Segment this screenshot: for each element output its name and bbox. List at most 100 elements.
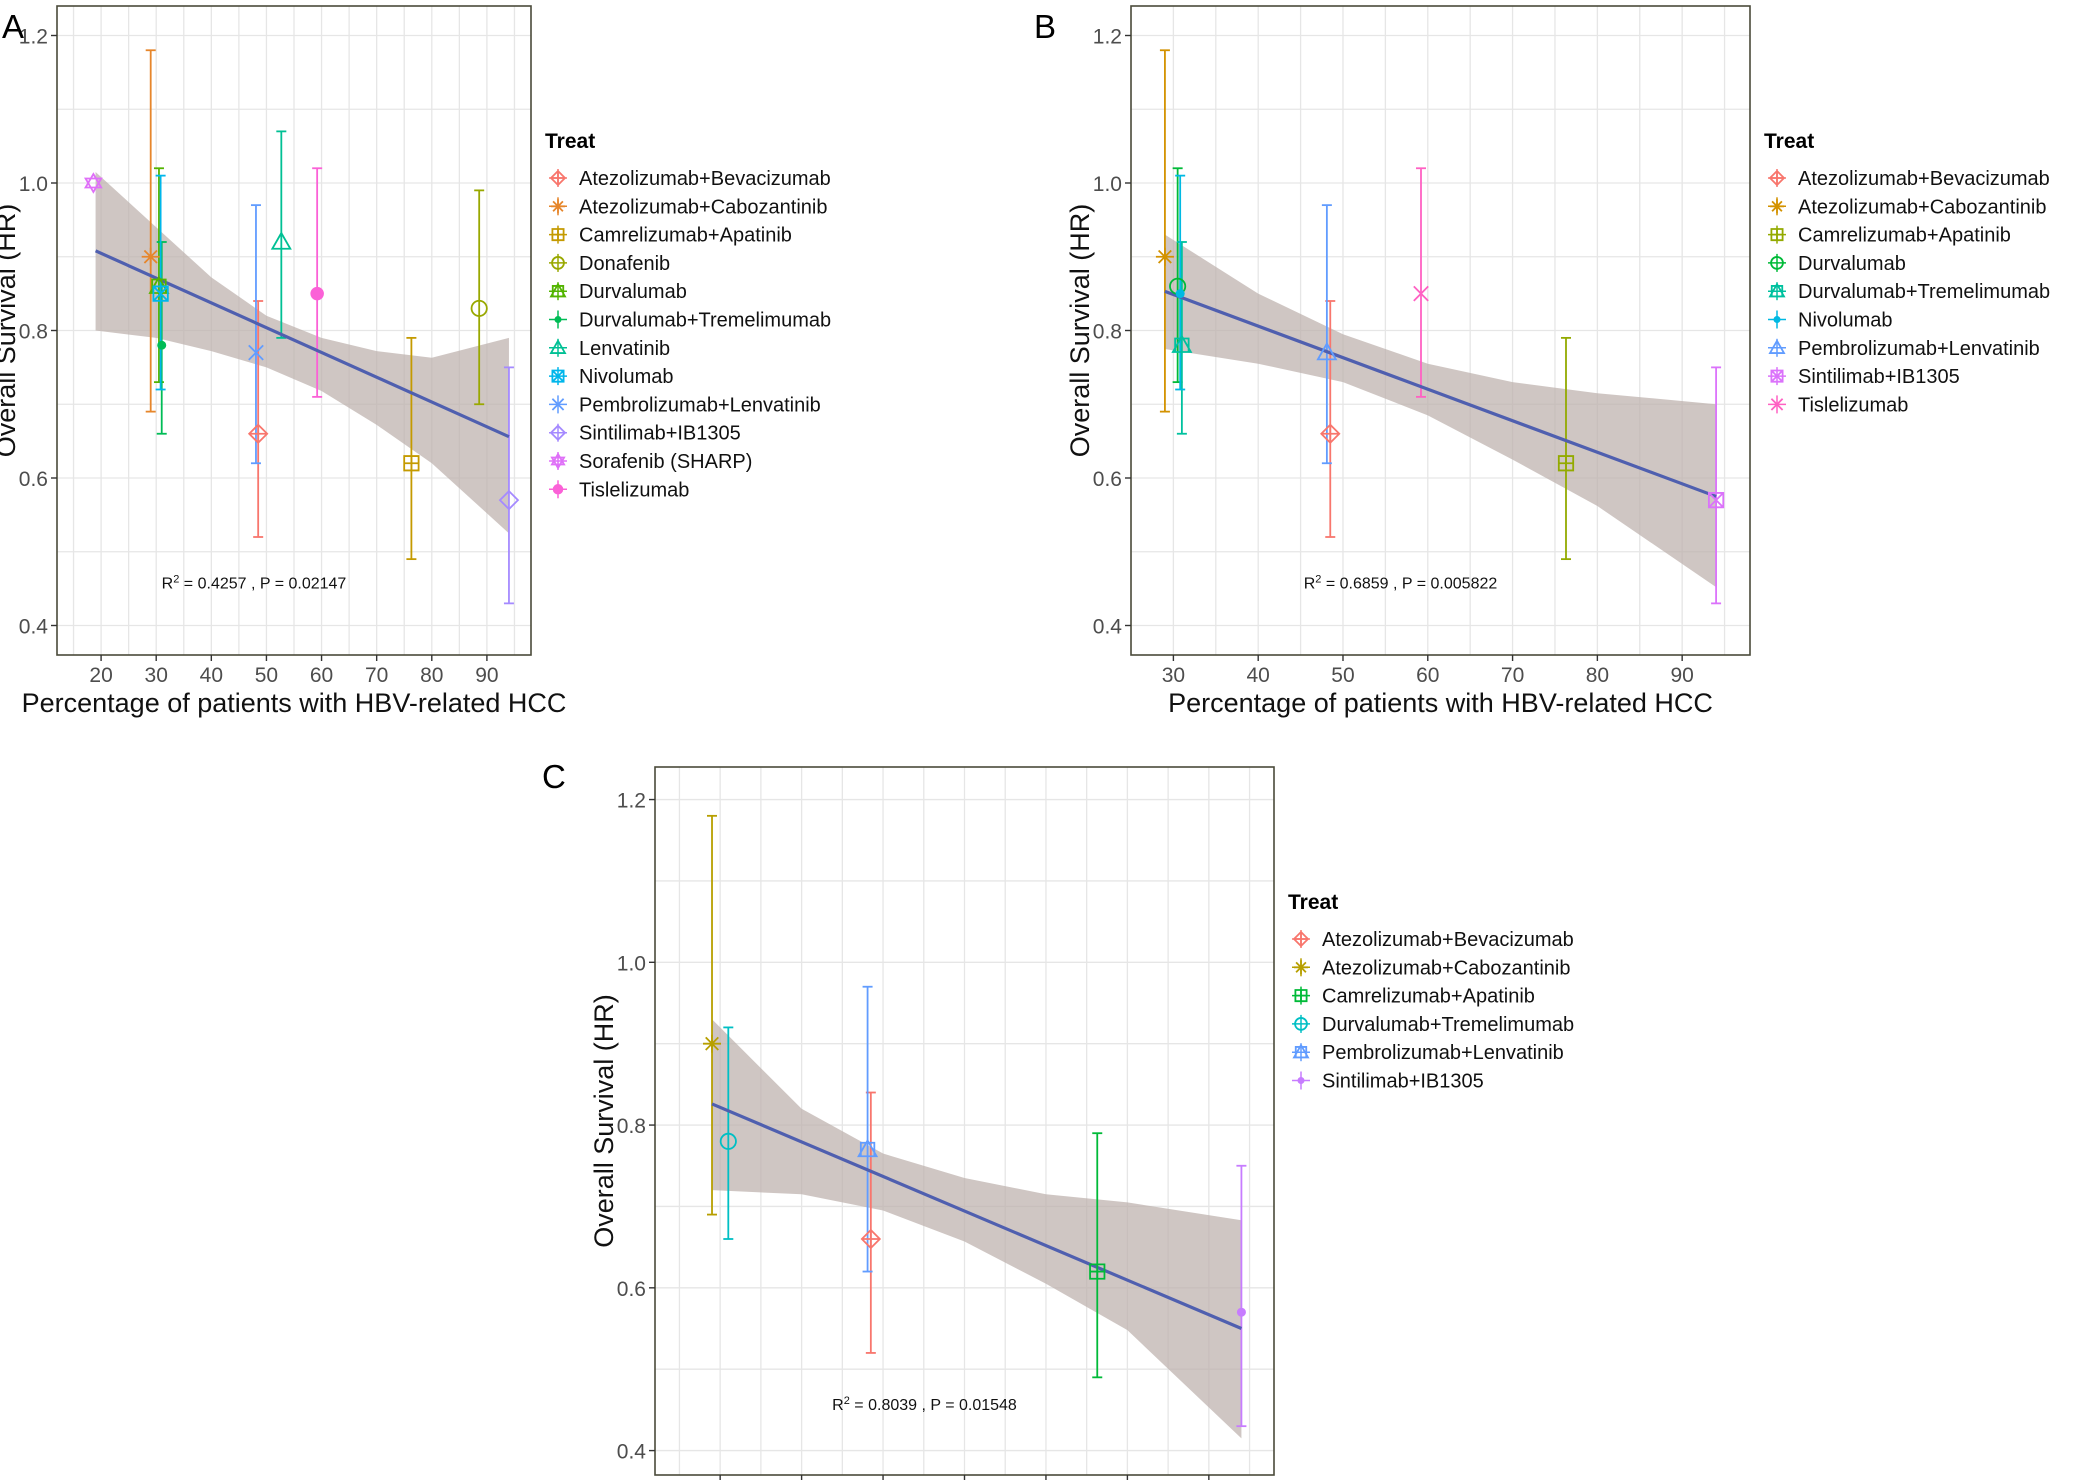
legend-item: Camrelizumab+Apatinib [1292, 986, 1535, 1008]
legend-item: Atezolizumab+Bevacizumab [1768, 168, 2050, 190]
chart-panel-a: 20 30 40 50 60 70 80 90 0.4 0.6 0.8 1.0 1.2 Percentag… [0, 5, 831, 718]
x-tick-label: 30 [145, 664, 168, 687]
data-point [498, 489, 520, 511]
data-point [470, 299, 488, 317]
marker-square-x [551, 369, 565, 383]
error-bar [503, 366, 514, 605]
data-point [141, 247, 160, 266]
marker-diamond-plus [1768, 169, 1786, 187]
legend-label: Durvalumab+Tremelimumab [579, 310, 831, 332]
marker-diamond-plus [1292, 930, 1310, 948]
y-tick-label: 0.6 [617, 1278, 646, 1301]
marker-dot-large [310, 286, 324, 301]
marker-x [248, 344, 264, 361]
x-tick-label: 50 [1331, 664, 1354, 687]
legend-item: Sintilimab+IB1305 [549, 423, 741, 445]
x-tick-label: 30 [1162, 664, 1185, 687]
y-tick-label: 0.4 [1093, 616, 1123, 639]
data-point [247, 423, 269, 445]
legend-label: Lenvatinib [579, 338, 670, 360]
legend-label: Pembrolizumab+Lenvatinib [579, 394, 821, 416]
legend-label: Sintilimab+IB1305 [1798, 366, 1960, 388]
x-tick-label: 80 [420, 664, 443, 687]
x-tick-label: 70 [1501, 664, 1524, 687]
confidence-band [95, 171, 509, 534]
x-tick-label: 50 [255, 664, 278, 687]
data-point [157, 340, 167, 350]
regression-line [711, 1102, 1243, 1330]
marker-square-plus [551, 228, 565, 242]
error-bar [862, 985, 873, 1273]
data-point [1557, 455, 1575, 472]
data-point [248, 344, 264, 361]
legend-label: Nivolumab [1798, 310, 1892, 332]
legend-item: Donafenib [549, 253, 670, 275]
marker-dot [1236, 1307, 1246, 1317]
legend-item: Sorafenib (SHARP) [549, 451, 752, 473]
marker-square-x [1707, 492, 1725, 509]
legend-label: Nivolumab [579, 366, 673, 388]
legend-label: Atezolizumab+Bevacizumab [1798, 168, 2050, 190]
data-point [1316, 341, 1338, 361]
error-bar [1236, 1164, 1247, 1428]
data-point [857, 1138, 879, 1158]
data-point [860, 1228, 882, 1250]
marker-diamond-open [549, 424, 567, 441]
confidence-band [1164, 234, 1717, 588]
legend-title: Treat [1764, 130, 1814, 153]
x-tick-label: 40 [1247, 664, 1270, 687]
error-bar [1175, 174, 1186, 391]
data-point [270, 231, 292, 250]
legend-item: Atezolizumab+Cabozantinib [1292, 957, 1571, 979]
error-bar [406, 336, 417, 561]
marker-dot-large [552, 484, 564, 495]
marker-triangle-square [857, 1138, 879, 1158]
legend-item: Sintilimab+IB1305 [1292, 1071, 1484, 1093]
marker-diamond-plus [549, 169, 567, 187]
legend-item: Pembrolizumab+Lenvatinib [549, 394, 821, 416]
legend-label: Atezolizumab+Bevacizumab [1322, 929, 1574, 951]
legend-label: Donafenib [579, 253, 670, 275]
legend-item: Nivolumab [549, 366, 673, 388]
x-tick-label: 70 [365, 664, 388, 687]
confidence-band [712, 1019, 1242, 1439]
legend-label: Atezolizumab+Cabozantinib [1798, 196, 2047, 218]
marker-dot [157, 340, 167, 350]
legend-label: Atezolizumab+Bevacizumab [579, 168, 831, 190]
marker-asterisk [1294, 960, 1308, 975]
x-tick-label: 60 [310, 664, 333, 687]
legend-item: Durvalumab [1768, 253, 1906, 275]
legend-item: Durvalumab+Tremelimumab [1768, 281, 2050, 303]
y-tick-label: 1.2 [1093, 26, 1122, 49]
legend-item: Tislelizumab [1768, 394, 1908, 416]
error-bar [312, 167, 323, 398]
y-tick-label: 1.2 [19, 26, 48, 49]
marker-x [1413, 285, 1429, 302]
r2-annotation: R2 = 0.4257 , P = 0.02147 [162, 574, 347, 593]
data-point [719, 1132, 737, 1150]
marker-triangle-square [1292, 1043, 1310, 1059]
marker-diamond-plus [860, 1228, 882, 1250]
data-point [83, 172, 103, 194]
marker-star-of-david [550, 452, 566, 470]
y-axis-title: Overall Survival (HR) [1065, 204, 1095, 458]
legend: Treat Atezolizumab+Bevacizumab Atezolizuma… [545, 130, 831, 501]
legend-label: Atezolizumab+Cabozantinib [1322, 957, 1571, 979]
marker-dot [1297, 1077, 1305, 1084]
marker-dot [1175, 289, 1185, 299]
error-bar [1092, 1132, 1103, 1379]
marker-asterisk [141, 247, 160, 266]
y-axis-title: Overall Survival (HR) [0, 204, 21, 458]
y-tick-label: 0.8 [19, 321, 48, 344]
legend-item: Atezolizumab+Bevacizumab [549, 168, 831, 190]
marker-square-plus [1089, 1263, 1106, 1280]
legend-item: Durvalumab+Tremelimumab [1292, 1014, 1574, 1036]
r2-annotation: R2 = 0.6859 , P = 0.005822 [1304, 574, 1498, 593]
marker-square-plus [1294, 989, 1308, 1003]
legend-item: Durvalumab+Tremelimumab [549, 310, 831, 332]
marker-diamond-plus [1319, 423, 1341, 445]
legend-title: Treat [1288, 891, 1338, 914]
legend-label: Durvalumab [579, 281, 687, 303]
legend-item: Tislelizumab [549, 479, 689, 501]
legend-label: Camrelizumab+Apatinib [1322, 986, 1535, 1008]
